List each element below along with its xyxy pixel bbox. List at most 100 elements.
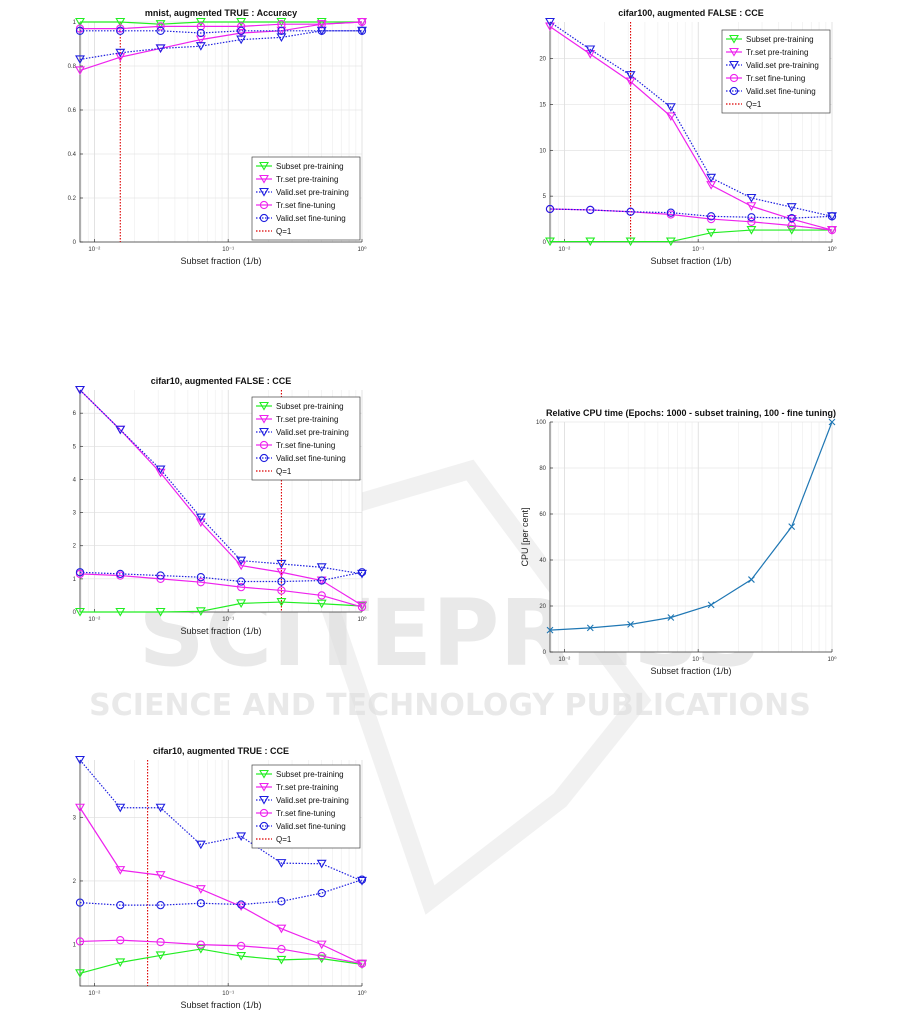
data-point: [75, 55, 85, 65]
data-point: [75, 803, 85, 813]
chart-mnist-accuracy: 0 0.2 0.4 0.6 0.8 1 10⁻² 10⁻¹ 10⁰ mnist, augmente…: [40, 0, 380, 270]
data-point: [115, 803, 126, 813]
series-line: [79, 571, 363, 583]
data-point: [115, 53, 126, 62]
data-point: [357, 569, 367, 579]
legend-label: Tr.set fine-tuning: [276, 201, 335, 210]
chart-title: cifar10, augmented FALSE : CCE: [151, 376, 292, 386]
data-point: [666, 208, 676, 217]
data-point: [707, 601, 715, 609]
data-point: [75, 898, 85, 907]
data-point: [747, 213, 756, 222]
series-4: [75, 568, 367, 586]
grid: [550, 421, 833, 653]
data-point: [357, 601, 367, 610]
x-tick-label: 10⁰: [357, 246, 367, 253]
data-point: [277, 944, 286, 954]
data-point: [115, 17, 126, 27]
series-3: [75, 936, 367, 968]
chart-cifar100-cce: 0 5 10 15 20 10⁻² 10⁻¹ 10⁰ cifar100, augmented F…: [510, 0, 850, 270]
x-tick-label: 10⁰: [827, 246, 837, 253]
series-0: [75, 598, 367, 617]
legend-marker: [259, 401, 269, 411]
series-3: [75, 569, 367, 612]
data-point: [546, 626, 554, 634]
data-point: [116, 569, 125, 579]
x-tick-label: 10⁻¹: [692, 247, 704, 253]
data-point: [236, 902, 247, 912]
data-point: [545, 237, 555, 247]
chart-svg: 0 1 2 3 4 5 6 10⁻² 10⁻¹ 10⁰ cifar10, augmented FAL…: [73, 376, 367, 636]
data-point: [706, 212, 716, 221]
data-point: [276, 859, 287, 868]
data-point: [75, 385, 85, 395]
data-point: [155, 44, 166, 54]
legend-marker: [729, 60, 739, 70]
data-point: [195, 885, 206, 894]
x-axis-label: Subset fraction (1/b): [180, 626, 261, 636]
data-point: [155, 951, 166, 961]
y-tick-label: 3: [73, 511, 77, 517]
data-point: [196, 573, 206, 582]
legend-marker: [259, 782, 269, 792]
x-axis-label: Subset fraction (1/b): [180, 1000, 261, 1010]
legend-label: Valid.set fine-tuning: [276, 214, 346, 223]
data-point: [357, 875, 367, 884]
series-line: [79, 879, 363, 906]
data-point: [115, 425, 126, 435]
x-tick-label: 10⁻²: [558, 657, 570, 663]
data-point: [155, 20, 166, 29]
data-point: [116, 24, 125, 33]
data-point: [75, 66, 85, 76]
y-tick-label: 1: [73, 20, 77, 26]
x-tick-label: 10⁻¹: [692, 657, 704, 663]
data-point: [116, 900, 125, 910]
legend-marker: [259, 427, 269, 437]
legend-marker: [259, 769, 269, 779]
data-point: [196, 940, 206, 949]
data-point: [627, 621, 634, 628]
x-tick-label: 10⁻²: [88, 617, 100, 623]
legend-marker: [259, 808, 269, 818]
y-tick-label: 100: [536, 420, 547, 426]
series-line: [79, 807, 363, 965]
x-tick-label: 10⁰: [827, 656, 837, 663]
data-point: [585, 50, 596, 59]
data-point: [195, 17, 206, 27]
series-4: [75, 26, 367, 38]
legend-marker: [259, 453, 269, 463]
series-line: [80, 21, 362, 25]
data-point: [357, 568, 367, 577]
y-tick-label: 80: [539, 466, 546, 472]
x-tick-label: 10⁰: [357, 616, 367, 623]
chart-title: mnist, augmented TRUE : Accuracy: [145, 8, 297, 18]
y-tick-label: 10: [539, 148, 546, 154]
y-tick-label: 0.4: [68, 152, 77, 158]
x-tick-label: 10⁻²: [558, 247, 570, 253]
data-point: [828, 418, 836, 426]
data-point: [357, 26, 367, 35]
legend-marker: [729, 47, 739, 57]
y-tick-label: 0: [73, 240, 77, 246]
legend-label: Q=1: [276, 227, 292, 236]
chart-relative-cpu-time: 0 20 40 60 80 100 10⁻² 10⁻¹ 10⁰ Relative CPU time…: [510, 390, 850, 676]
y-tick-label: 2: [73, 544, 77, 550]
chart-cifar10-true-cce: 1 2 3 10⁻² 10⁻¹ 10⁰ cifar10, augmented TRUE : …: [40, 740, 380, 1010]
chart-svg: 0 20 40 60 80 100 10⁻² 10⁻¹ 10⁰ Relative CPU time…: [520, 408, 837, 676]
y-tick-label: 5: [73, 444, 77, 450]
y-tick-label: 20: [539, 57, 546, 63]
series-line: [79, 939, 363, 965]
y-tick-label: 60: [539, 512, 546, 518]
legend-box: [251, 396, 361, 481]
chart-title: Relative CPU time (Epochs: 1000 - subset…: [546, 408, 836, 418]
chart-title: cifar10, augmented TRUE : CCE: [153, 746, 289, 756]
data-point: [317, 26, 326, 35]
series-0: [75, 945, 367, 978]
data-point: [116, 936, 125, 945]
chart-svg: 1 2 3 10⁻² 10⁻¹ 10⁰ cifar10, augmented TRUE : …: [73, 746, 367, 1010]
data-point: [746, 226, 757, 235]
legend-marker: [259, 161, 269, 171]
data-point: [196, 578, 206, 587]
legend-marker: [259, 213, 269, 223]
legend-box: [251, 764, 361, 849]
